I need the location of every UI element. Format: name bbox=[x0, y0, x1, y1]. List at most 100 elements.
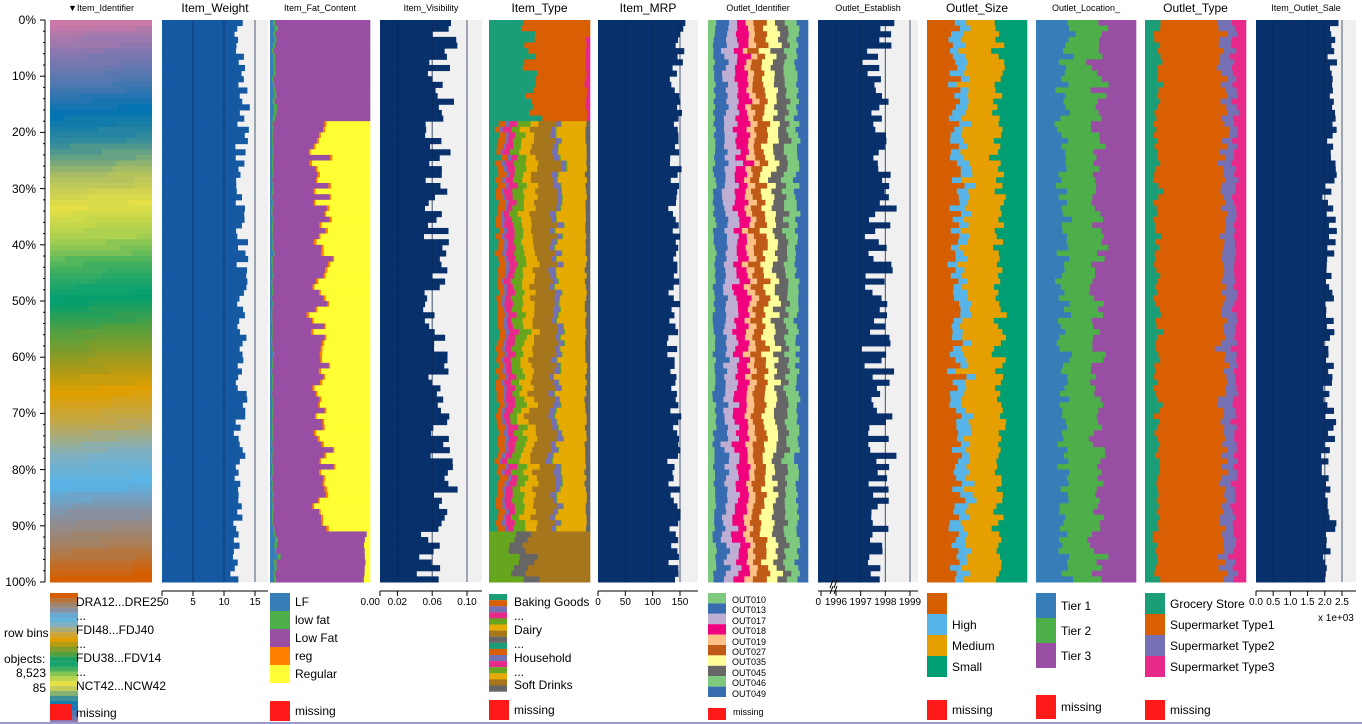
bin-segment-household bbox=[522, 64, 586, 72]
bin-segment-low-fat bbox=[272, 323, 325, 330]
column-header-outlet-location-type[interactable]: Outlet_Location_ bbox=[1028, 3, 1144, 13]
bin-segment-out045 bbox=[778, 126, 787, 133]
bin-segment-out019 bbox=[746, 525, 754, 532]
bin-segment-starchy-foods bbox=[584, 480, 591, 487]
bin-segment-regular bbox=[324, 480, 371, 487]
bin-bar bbox=[818, 447, 871, 454]
bin-segment-tier-3 bbox=[1094, 205, 1137, 212]
sort-descending-icon[interactable]: ▼ bbox=[68, 3, 77, 13]
bin-segment-out049 bbox=[796, 267, 809, 274]
bin-segment-low-fat bbox=[274, 525, 327, 532]
bin-segment-out019 bbox=[746, 480, 752, 487]
bin-segment-out017 bbox=[723, 261, 734, 268]
column-header-item-fat-content[interactable]: Item_Fat_Content bbox=[262, 3, 378, 13]
bin-segment-out017 bbox=[725, 340, 739, 347]
column-header-item-weight[interactable]: Item_Weight bbox=[154, 1, 276, 15]
bin-segment-out049 bbox=[797, 53, 809, 60]
bin-segment-out027 bbox=[754, 250, 764, 257]
bin-segment-supermarket-type1 bbox=[1154, 362, 1230, 369]
bin-segment-regular bbox=[321, 222, 371, 229]
bin-segment-tier-1 bbox=[1036, 329, 1066, 336]
bin-segment-supermarket-type1 bbox=[1160, 53, 1221, 60]
bin-segment-supermarket-type3 bbox=[1232, 402, 1247, 409]
column-header-outlet-type[interactable]: Outlet_Type bbox=[1137, 1, 1254, 15]
column-header-outlet-establish[interactable]: Outlet_Establish bbox=[810, 3, 926, 13]
column-header-item-identifier[interactable]: ▼Item_Identifier bbox=[42, 3, 160, 13]
bin-segment-breads bbox=[498, 508, 506, 516]
bin-segment-meat bbox=[545, 458, 553, 465]
bin-segment-breakfast bbox=[502, 345, 506, 353]
bin-segment-blank bbox=[927, 121, 960, 128]
bin-segment-tier-3 bbox=[1106, 93, 1137, 100]
bin-segment-out049 bbox=[795, 340, 809, 347]
bin-bar-part bbox=[75, 284, 152, 291]
bin-segment-out010 bbox=[708, 379, 716, 386]
bin-segment-others bbox=[587, 109, 591, 117]
bin-segment-tier-1 bbox=[1036, 323, 1062, 330]
bin-bar bbox=[380, 160, 430, 167]
bin-segment-lf bbox=[270, 340, 272, 347]
bin-segment-breads bbox=[497, 435, 506, 442]
bin-bar bbox=[50, 379, 152, 386]
bin-segment-blank bbox=[927, 109, 953, 117]
bin-segment-out013 bbox=[714, 385, 726, 392]
bin-bar bbox=[162, 362, 238, 369]
column-header-outlet-identifier[interactable]: Outlet_Identifier bbox=[700, 3, 816, 13]
bin-segment-out027 bbox=[754, 70, 765, 77]
bin-bar bbox=[162, 402, 243, 409]
column-header-item-mrp[interactable]: Item_MRP bbox=[590, 1, 706, 15]
bin-bar-part bbox=[112, 81, 152, 88]
bin-segment-grocery-store bbox=[1145, 188, 1164, 195]
bin-segment-seafood bbox=[560, 121, 562, 128]
bin-bar-part bbox=[130, 390, 152, 398]
column-header-item-type[interactable]: Item_Type bbox=[481, 1, 598, 15]
column-header-item-outlet-sales[interactable]: Item_Outlet_Sale bbox=[1248, 3, 1362, 13]
bin-segment-tier-1 bbox=[1036, 390, 1061, 398]
bin-segment-out045 bbox=[770, 48, 785, 55]
column-header-outlet-size[interactable]: Outlet_Size bbox=[919, 1, 1035, 15]
bin-segment-canned bbox=[507, 256, 516, 263]
bin-segment-lf bbox=[270, 351, 274, 358]
bin-segment-canned bbox=[505, 486, 513, 493]
bin-bar bbox=[818, 182, 890, 190]
bin-segment-breads bbox=[497, 492, 504, 499]
bin-segment-supermarket-type2 bbox=[1214, 345, 1231, 353]
bin-segment-reg bbox=[306, 312, 310, 319]
bin-segment-breads bbox=[496, 340, 505, 347]
bin-segment-medium bbox=[967, 295, 996, 302]
bin-segment-out018 bbox=[734, 447, 748, 454]
bin-segment-canned bbox=[507, 441, 516, 448]
bin-segment-out017 bbox=[724, 205, 733, 212]
column-header-label: Item_Identifier bbox=[76, 3, 134, 13]
bin-segment-grocery-store bbox=[1145, 329, 1164, 336]
bin-segment-grocery-store bbox=[1145, 435, 1158, 442]
bin-segment-out019 bbox=[745, 166, 752, 173]
bin-segment-seafood bbox=[556, 177, 558, 184]
bin-segment-out013 bbox=[714, 244, 728, 251]
bin-bar bbox=[380, 199, 429, 206]
column-header-item-visibility[interactable]: Item_Visibility bbox=[372, 3, 490, 13]
bin-segment-snack-foods bbox=[563, 261, 587, 268]
bin-segment-low-fat bbox=[273, 447, 334, 454]
bin-segment-out017 bbox=[723, 396, 734, 403]
bin-segment-seafood bbox=[559, 334, 562, 341]
bin-segment-out019 bbox=[747, 419, 754, 426]
bin-bar bbox=[818, 98, 889, 105]
bin-segment-out010 bbox=[708, 419, 716, 426]
bin-bar bbox=[380, 194, 435, 201]
bin-segment-soft-drinks bbox=[522, 542, 591, 549]
bin-segment-out027 bbox=[752, 576, 768, 583]
bin-segment-lf bbox=[270, 525, 274, 532]
bin-segment-high bbox=[955, 537, 966, 544]
bin-bar-part bbox=[87, 194, 152, 201]
bin-segment-fruits-and-vegetables bbox=[528, 357, 552, 364]
bin-segment-high bbox=[960, 87, 969, 94]
bin-segment-snack-foods bbox=[562, 430, 587, 437]
bin-segment-fruits-and-vegetables bbox=[531, 362, 557, 369]
legend-missing-swatch bbox=[270, 701, 290, 721]
bin-segment-blank bbox=[927, 182, 965, 190]
bin-segment-breakfast bbox=[501, 379, 505, 386]
bin-bar bbox=[162, 143, 236, 150]
bin-segment-tier-3 bbox=[1105, 351, 1137, 358]
bin-segment-regular bbox=[315, 199, 371, 206]
